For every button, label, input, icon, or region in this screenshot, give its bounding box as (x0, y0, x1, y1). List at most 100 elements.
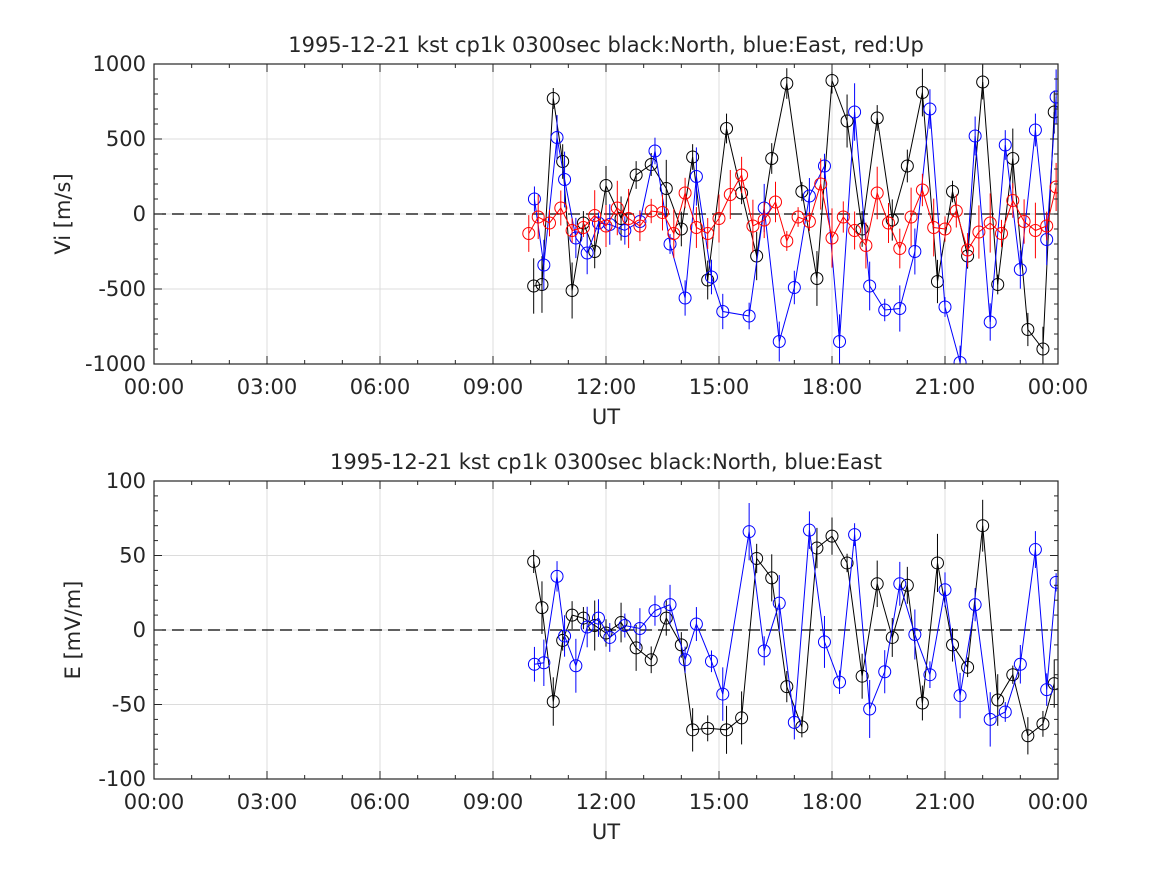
data-point-up (949, 204, 963, 218)
data-point-east (923, 668, 937, 682)
data-point-east (591, 216, 605, 230)
y-tick-label: -500 (98, 277, 146, 301)
data-point-north (1036, 717, 1050, 731)
data-point-north (629, 641, 643, 655)
data-point-north (991, 693, 1005, 707)
data-point-east (772, 335, 786, 348)
data-point-east (908, 245, 922, 258)
data-point-north (674, 638, 688, 652)
data-point-north (885, 213, 899, 227)
data-point-north (535, 601, 549, 615)
data-point-east (742, 525, 756, 539)
data-point-up (656, 206, 669, 219)
data-point-east (1013, 263, 1027, 276)
x-tick-label: 15:00 (689, 790, 750, 814)
data-point-east (833, 675, 847, 689)
x-tick-label: 21:00 (915, 790, 976, 814)
data-point-north (1006, 668, 1020, 682)
data-point-up (757, 213, 771, 227)
data-point-up (859, 239, 873, 252)
data-point-north (795, 185, 809, 198)
data-point-north (720, 122, 734, 135)
y-tick-label: -50 (112, 693, 146, 717)
series-group (527, 499, 1058, 755)
data-point-up (961, 243, 975, 257)
data-point-up (802, 215, 816, 228)
data-point-north (629, 168, 643, 182)
data-point-east (983, 712, 997, 726)
data-point-east (757, 644, 771, 658)
data-point-up (915, 183, 929, 197)
data-point-east (878, 303, 892, 317)
data-point-north (535, 278, 549, 291)
x-tick-label: 09:00 (463, 375, 524, 399)
data-point-east (550, 131, 564, 144)
data-point-east (923, 102, 937, 116)
data-point-east (983, 315, 997, 329)
data-point-east (704, 654, 718, 668)
data-point-up (972, 225, 986, 239)
data-point-east (663, 598, 677, 612)
data-point-east (848, 105, 862, 119)
data-point-up (1006, 194, 1020, 207)
data-point-north (840, 114, 854, 128)
series-line-up (528, 173, 1057, 252)
data-point-north (825, 529, 839, 543)
data-point-north (588, 245, 602, 258)
data-point-north (780, 77, 794, 90)
x-tick-label: 09:00 (463, 790, 524, 814)
data-point-north (810, 272, 824, 285)
y-tick-label: 0 (133, 202, 146, 226)
data-point-up (882, 216, 895, 230)
series-group (522, 64, 1058, 364)
data-point-north (565, 284, 579, 297)
data-point-north (795, 720, 809, 734)
data-point-east (678, 291, 692, 305)
data-point-north (659, 611, 673, 625)
chart-title: 1995-12-21 kst cp1k 0300sec black:North,… (288, 33, 924, 57)
data-point-north (576, 611, 590, 625)
data-point-east (772, 596, 786, 610)
x-tick-label: 00:00 (1028, 375, 1089, 399)
data-point-up (780, 234, 794, 248)
data-point-north (527, 554, 541, 568)
data-point-east (863, 279, 877, 293)
data-point-north (900, 159, 914, 173)
data-point-north (765, 571, 779, 585)
x-tick-label: 15:00 (689, 375, 750, 399)
data-point-east (689, 617, 703, 631)
data-point-north (686, 150, 700, 164)
data-point-up (791, 210, 805, 224)
data-point-up (1049, 180, 1058, 194)
data-point-east (998, 138, 1012, 152)
data-point-east (1049, 90, 1058, 104)
data-point-up (588, 209, 602, 222)
x-tick-label: 03:00 (237, 375, 298, 399)
data-point-up (576, 221, 590, 234)
series-line-east (534, 530, 1057, 723)
chart-title: 1995-12-21 kst cp1k 0300sec black:North,… (330, 450, 882, 474)
data-point-east (1028, 123, 1042, 137)
data-point-up (543, 216, 556, 230)
data-point-east (817, 159, 831, 173)
data-point-east (908, 627, 922, 641)
data-point-up (554, 201, 568, 215)
data-point-north (686, 723, 700, 737)
data-point-east (569, 659, 583, 673)
data-point-up (723, 188, 737, 201)
x-tick-label: 00:00 (124, 375, 185, 399)
data-point-north (855, 222, 869, 236)
data-point-up (814, 177, 828, 191)
data-point-up (1017, 215, 1031, 228)
data-point-up (633, 219, 647, 233)
data-point-east (1040, 683, 1054, 697)
data-point-up (836, 210, 850, 224)
data-point-north (546, 695, 560, 709)
series-line-north (533, 80, 1055, 351)
data-point-up (995, 227, 1008, 240)
data-point-east (802, 189, 816, 203)
data-point-east (569, 231, 583, 245)
data-point-north (599, 626, 613, 640)
data-point-north (659, 182, 673, 195)
